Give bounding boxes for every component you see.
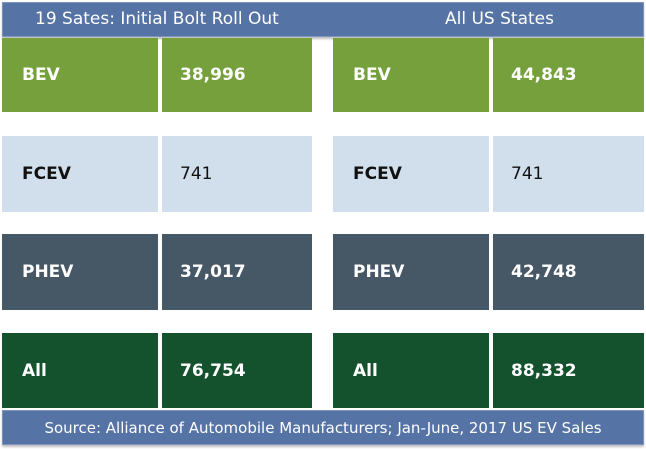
right-table-bev-value: 44,843 xyxy=(493,38,644,112)
left-table-phev-label: PHEV xyxy=(2,234,158,310)
right-table-phev-label: PHEV xyxy=(333,234,489,310)
left-table-bev-label: BEV xyxy=(2,38,158,112)
left-table-bev-value: 38,996 xyxy=(162,38,312,112)
right-table-title: All US States xyxy=(445,9,554,29)
left-table-phev-value: 37,017 xyxy=(162,234,312,310)
header-bar: 19 Sates: Initial Bolt Roll Out All US S… xyxy=(2,2,644,37)
right-table-bev-label: BEV xyxy=(333,38,489,112)
left-table-fcev-label: FCEV xyxy=(2,136,158,212)
left-table-title: 19 Sates: Initial Bolt Roll Out xyxy=(35,9,279,29)
right-table-fcev-value: 741 xyxy=(493,136,644,212)
right-table-all-label: All xyxy=(333,333,489,408)
left-table-fcev-value: 741 xyxy=(162,136,312,212)
source-text: Source: Alliance of Automobile Manufactu… xyxy=(44,418,602,437)
left-table-all-label: All xyxy=(2,333,158,408)
left-table-all-value: 76,754 xyxy=(162,333,312,408)
right-table-all-value: 88,332 xyxy=(493,333,644,408)
right-table-fcev-label: FCEV xyxy=(333,136,489,212)
right-table-phev-value: 42,748 xyxy=(493,234,644,310)
source-footer: Source: Alliance of Automobile Manufactu… xyxy=(2,410,644,445)
